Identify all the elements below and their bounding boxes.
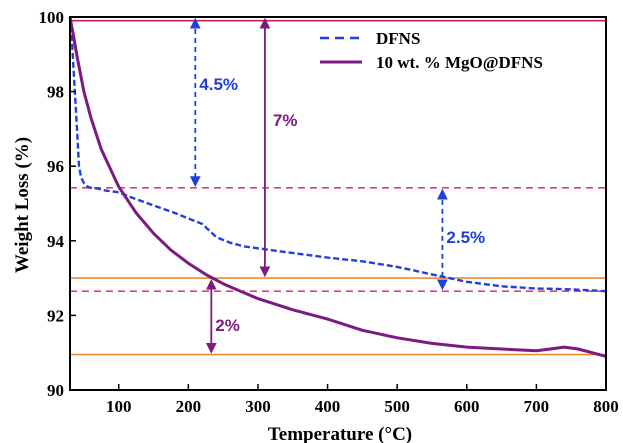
series-line-mgo-dfns (68, 16, 607, 358)
x-tick-label: 700 (524, 397, 550, 416)
legend: DFNS 10 wt. % MgO@DFNS (320, 29, 543, 72)
x-tick-label: 200 (176, 397, 202, 416)
y-tick-label: 100 (39, 8, 65, 27)
annotations: 4.5% 7% 2.5% 2% (189, 17, 485, 354)
x-tick-label: 500 (384, 397, 410, 416)
annotation-label-1: 7% (273, 111, 298, 130)
annotation-label-3: 2% (215, 316, 240, 335)
x-axis-title: Temperature (°C) (268, 424, 412, 443)
legend-label-0: DFNS (376, 29, 420, 48)
reference-lines (70, 19, 606, 356)
x-tick-label: 600 (454, 397, 480, 416)
y-tick-label: 94 (47, 232, 65, 251)
x-tick-label: 400 (315, 397, 341, 416)
y-tick-label: 90 (47, 381, 64, 400)
x-tick-label: 300 (245, 397, 271, 416)
y-axis-title: Weight Loss (%) (12, 137, 33, 273)
x-tick-label: 800 (593, 397, 619, 416)
series-line-dfns (68, 16, 607, 293)
series-lines (68, 16, 607, 358)
annotation-label-0: 4.5% (199, 75, 238, 94)
y-tick-label: 92 (47, 306, 64, 325)
annotation-label-2: 2.5% (446, 228, 485, 247)
x-tick-label: 100 (106, 397, 132, 416)
y-tick-label: 96 (47, 157, 64, 176)
legend-label-1: 10 wt. % MgO@DFNS (376, 53, 543, 72)
y-tick-label: 98 (47, 83, 64, 102)
plot-frame (69, 16, 607, 391)
axes: 100 200 300 400 500 600 700 800 90 92 94 96 98 100 (39, 8, 619, 416)
